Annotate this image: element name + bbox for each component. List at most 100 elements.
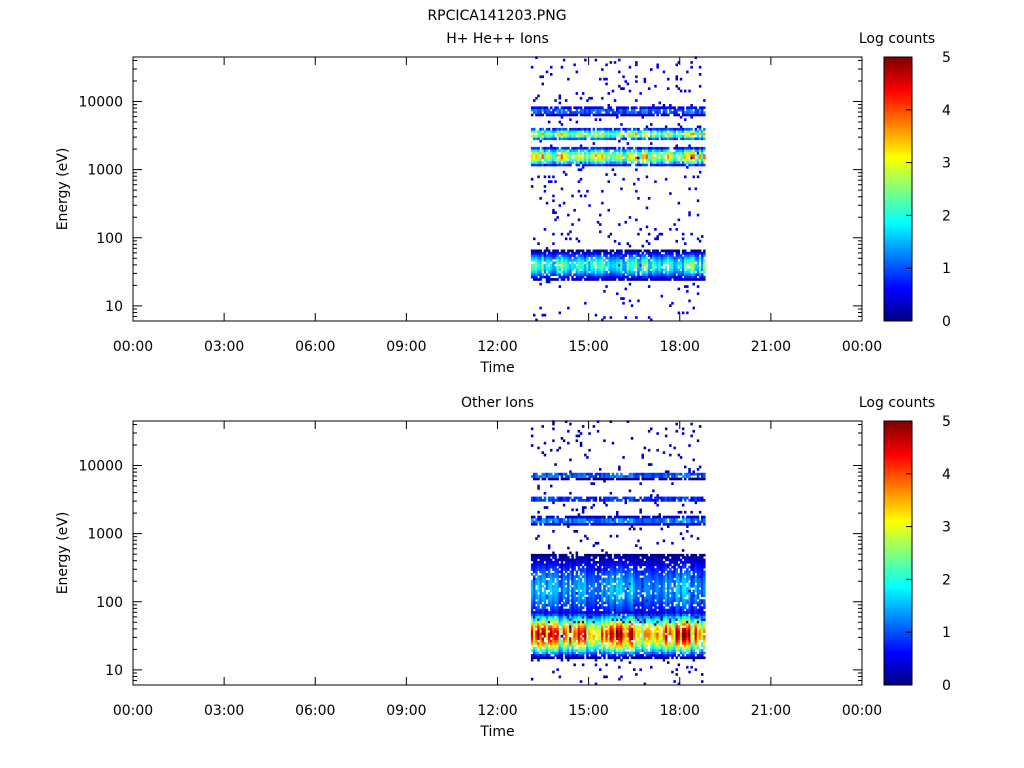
colorbar-segment	[884, 164, 912, 168]
spectrogram-cell	[603, 611, 606, 614]
spectrogram-cell	[645, 161, 649, 164]
spectrogram-cell	[558, 596, 562, 600]
spectrogram-cell	[556, 649, 559, 652]
spectrogram-cell	[684, 156, 687, 160]
spectrogram-cell	[628, 282, 632, 286]
spectrogram-cell	[620, 570, 623, 574]
spectrogram-cell	[584, 108, 587, 112]
spectrogram-cell	[622, 565, 625, 569]
spectrogram-cell	[579, 646, 583, 650]
spectrogram-cell	[628, 278, 632, 281]
spectrogram-cell	[533, 163, 536, 167]
spectrogram-cell	[624, 163, 627, 167]
spectrogram-cell	[596, 477, 600, 481]
spectrogram-cell	[579, 627, 583, 631]
spectrogram-cell	[599, 606, 602, 609]
spectrogram-cell	[609, 127, 613, 131]
spectrogram-cell	[658, 261, 661, 265]
spectrogram-cell	[701, 278, 704, 281]
colorbar-segment	[884, 145, 912, 148]
spectrogram-cell	[592, 582, 596, 586]
spectrogram-cell	[603, 572, 606, 576]
spectrogram-cell	[696, 199, 700, 203]
spectrogram-cell	[567, 477, 570, 481]
spectrogram-cell	[690, 135, 693, 138]
spectrogram-cell	[669, 108, 672, 112]
spectrogram-cell	[543, 146, 547, 150]
spectrogram-cell	[616, 618, 619, 621]
spectrogram-cell	[620, 558, 623, 562]
spectrogram-cell	[626, 522, 630, 526]
spectrogram-cell	[633, 106, 636, 110]
spectrogram-cell	[543, 132, 547, 136]
spectrogram-cell	[624, 268, 627, 272]
spectrogram-cell	[609, 249, 613, 253]
spectrogram-cell	[547, 278, 551, 281]
spectrogram-cell	[607, 608, 610, 612]
spectrogram-cell	[630, 630, 634, 633]
spectrogram-cell	[626, 556, 630, 559]
spectrogram-cell	[618, 163, 621, 167]
colorbar-segment	[884, 252, 912, 256]
spectrogram-cell	[584, 556, 587, 559]
spectrogram-cell	[641, 244, 644, 248]
spectrogram-cell	[684, 259, 687, 262]
spectrogram-cell	[569, 575, 572, 578]
spectrogram-cell	[643, 108, 647, 112]
spectrogram-cell	[590, 273, 593, 276]
spectrogram-cell	[603, 251, 606, 255]
spectrogram-cell	[628, 613, 632, 617]
spectrogram-cell	[609, 608, 613, 612]
spectrogram-cell	[575, 570, 579, 574]
panel-title: Other Ions	[461, 395, 534, 411]
spectrogram-cell	[611, 623, 615, 626]
spectrogram-cell	[550, 496, 553, 500]
colorbar-segment	[884, 112, 912, 115]
spectrogram-cell	[556, 499, 559, 502]
spectrogram-cell	[579, 613, 583, 617]
spectrogram-cell	[592, 503, 596, 507]
spectrogram-cell	[560, 499, 564, 502]
spectrogram-cell	[622, 254, 625, 257]
spectrogram-cell	[681, 135, 685, 138]
spectrogram-cell	[679, 89, 683, 93]
spectrogram-cell	[647, 259, 651, 262]
spectrogram-cell	[611, 108, 615, 112]
spectrogram-cell	[609, 634, 613, 638]
spectrogram-cell	[596, 644, 600, 648]
spectrogram-cell	[560, 656, 564, 660]
spectrogram-cell	[577, 606, 581, 609]
spectrogram-cell	[535, 565, 538, 569]
spectrogram-cell	[558, 499, 562, 502]
spectrogram-cell	[690, 259, 693, 262]
spectrogram-cell	[616, 273, 619, 276]
spectrogram-cell	[577, 592, 581, 595]
spectrogram-cell	[588, 251, 591, 255]
spectrogram-cell	[596, 270, 600, 274]
spectrogram-cell	[596, 634, 600, 638]
spectrogram-cell	[701, 151, 704, 155]
spectrogram-cell	[684, 137, 687, 141]
spectrogram-cell	[537, 596, 540, 600]
spectrogram-cell	[624, 149, 627, 152]
spectrogram-cell	[586, 642, 589, 645]
spectrogram-cell	[543, 556, 547, 559]
spectrogram-cell	[584, 506, 587, 509]
spectrogram-cell	[562, 601, 566, 605]
spectrogram-cell	[535, 496, 538, 500]
spectrogram-cell	[611, 561, 615, 564]
spectrogram-cell	[656, 261, 659, 265]
spectrogram-cell	[603, 477, 606, 481]
spectrogram-cell	[584, 534, 587, 538]
spectrogram-cell	[675, 135, 678, 138]
spectrogram-cell	[618, 568, 621, 571]
x-tick-label: 00:00	[113, 339, 153, 355]
y-tick-label: 10	[105, 299, 123, 315]
spectrogram-cell	[581, 649, 585, 652]
spectrogram-cell	[639, 151, 642, 155]
spectrogram-cell	[639, 268, 642, 272]
spectrogram-cell	[560, 158, 564, 162]
spectrogram-cell	[569, 472, 572, 476]
spectrogram-cell	[558, 446, 562, 450]
spectrogram-cell	[656, 154, 659, 157]
